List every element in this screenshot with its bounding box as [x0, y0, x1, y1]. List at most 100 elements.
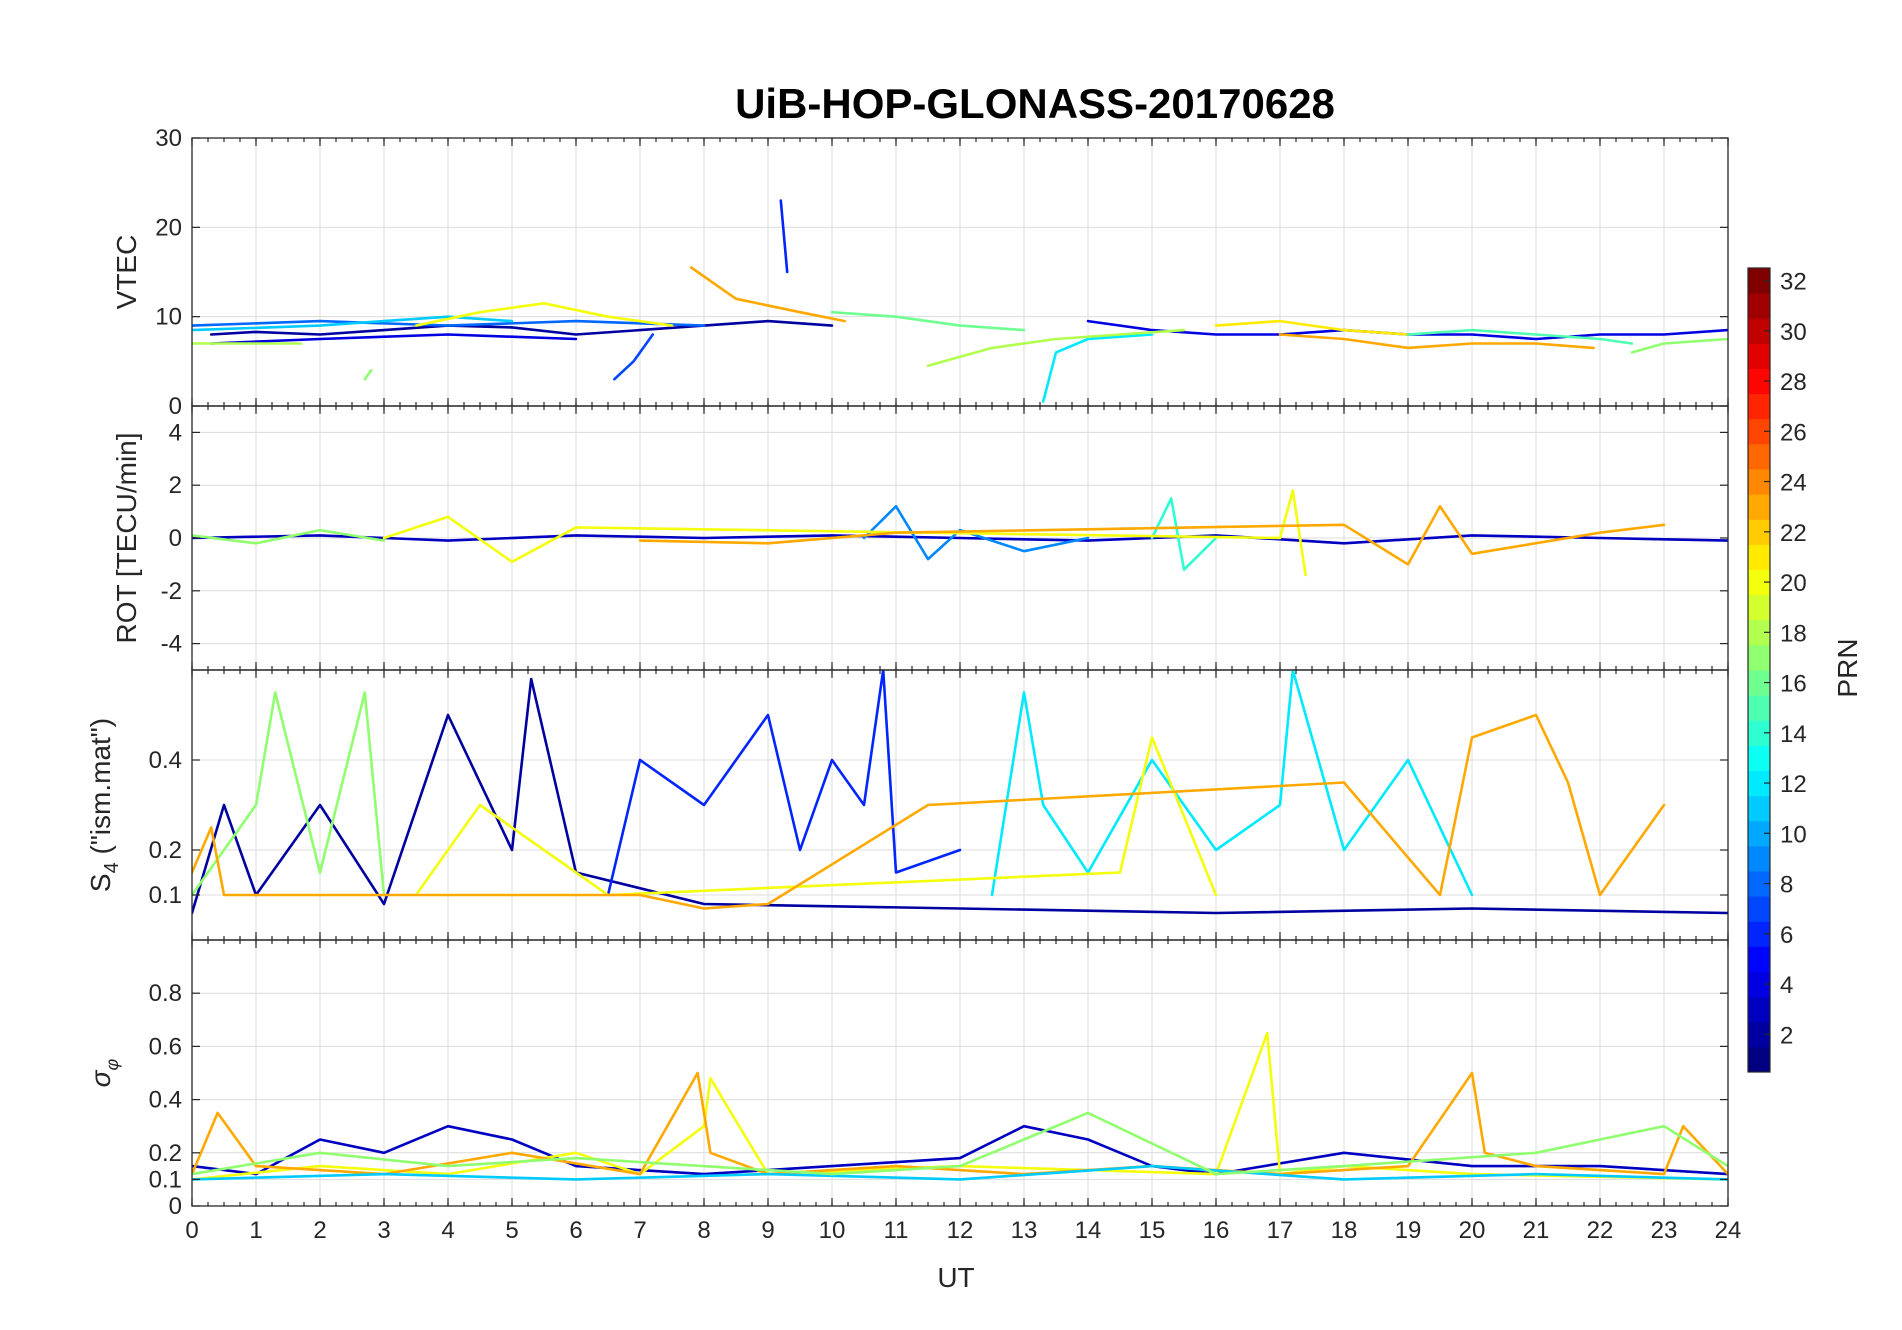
x-tick-label: 16 [1203, 1217, 1230, 1244]
figure-title: UiB-HOP-GLONASS-20170628 [735, 80, 1335, 127]
x-tick-label: 18 [1331, 1217, 1358, 1244]
y-tick-label: 10 [155, 304, 182, 331]
colorbar-segment [1748, 268, 1770, 294]
colorbar-segment [1748, 745, 1770, 771]
series-line-prn-8 [192, 319, 706, 327]
colorbar-segment [1748, 896, 1770, 922]
series-line-prn-11 [192, 315, 514, 332]
colorbar-segment [1748, 418, 1770, 445]
colorbar-segment [1748, 594, 1770, 621]
series-line-prn-17 [192, 528, 386, 545]
y-axis-label: VTEC [111, 235, 142, 310]
y-tick-label: 0.8 [149, 980, 182, 1007]
colorbar-segment [1748, 544, 1770, 570]
series-line-prn-16 [830, 310, 1026, 332]
colorbar-tick-label: 20 [1780, 570, 1807, 597]
series-line-prn-17 [192, 691, 386, 897]
series-line-prn-17 [363, 369, 373, 381]
series-line-prn-9 [862, 505, 1090, 561]
series-line-prn-2 [209, 319, 834, 336]
x-tick-label: 22 [1587, 1217, 1614, 1244]
y-tick-label: 0.1 [149, 882, 182, 909]
x-tick-label: 3 [377, 1217, 390, 1244]
colorbar-segment [1748, 1046, 1770, 1073]
traces [192, 199, 1728, 403]
colorbar-segment [1748, 720, 1770, 746]
x-tick-label: 15 [1139, 1217, 1166, 1244]
colorbar-segment [1748, 770, 1770, 797]
colorbar-segment [1748, 795, 1770, 822]
series-line-prn-15 [1406, 328, 1634, 345]
series-line-prn-23 [1278, 333, 1595, 350]
colorbar-tick-label: 26 [1780, 419, 1807, 446]
series-line-prn-11 [192, 1164, 1728, 1181]
colorbar-tick-label: 24 [1780, 470, 1807, 497]
series-line-prn-4 [209, 333, 578, 345]
y-tick-label: 0 [169, 393, 182, 420]
series-line-prn-20 [382, 489, 1307, 577]
series-line-prn-23 [638, 505, 1666, 566]
x-axis-label: UT [937, 1262, 974, 1293]
y-tick-label: 2 [169, 472, 182, 499]
x-tick-label: 17 [1267, 1217, 1294, 1244]
x-tick-label: 1 [249, 1217, 262, 1244]
colorbar-frame [1747, 267, 1771, 1073]
y-tick-label: 30 [155, 125, 182, 152]
colorbar-tick-label: 32 [1780, 269, 1807, 296]
colorbar-segment [1748, 1021, 1770, 1048]
colorbar-tick-label: 10 [1780, 821, 1807, 848]
series-line-prn-23 [689, 266, 847, 323]
colorbar-segment [1748, 318, 1770, 344]
series-line-prn-6 [779, 199, 789, 274]
colorbar-segment [1748, 343, 1770, 369]
y-axis-label: ROT [TECU/min] [111, 432, 142, 643]
colorbar-segment [1748, 670, 1770, 696]
colorbar-segment [1748, 368, 1770, 395]
colorbar-segment [1748, 996, 1770, 1023]
x-tick-label: 9 [761, 1217, 774, 1244]
x-tick-label: 10 [819, 1217, 846, 1244]
y-tick-label: 20 [155, 214, 182, 241]
colorbar-segment [1748, 644, 1770, 671]
x-tick-label: 21 [1523, 1217, 1550, 1244]
series-line-prn-21 [1214, 319, 1410, 336]
x-tick-label: 6 [569, 1217, 582, 1244]
colorbar-segment [1748, 619, 1770, 646]
x-tick-label: 12 [947, 1217, 974, 1244]
colorbar-segment [1748, 946, 1770, 972]
colorbar-segment [1748, 820, 1770, 847]
colorbar-tick-label: 14 [1780, 721, 1807, 748]
x-tick-label: 7 [633, 1217, 646, 1244]
series-line-prn-3 [192, 1124, 1728, 1176]
colorbar-tick-label: 4 [1780, 972, 1793, 999]
series-line-prn-7 [613, 333, 655, 381]
colorbar-segment [1748, 695, 1770, 721]
y-tick-label: 0.2 [149, 1140, 182, 1167]
y-axis-label: σφ [85, 1058, 122, 1087]
colorbar-tick-label: 2 [1780, 1022, 1793, 1049]
traces [192, 1031, 1728, 1181]
x-tick-label: 20 [1459, 1217, 1486, 1244]
traces [192, 670, 1728, 915]
colorbar-tick-label: 8 [1780, 872, 1793, 899]
colorbar-tick-label: 12 [1780, 771, 1807, 798]
panel-s4: 0.1 0.2 0.4 S4 ("ism.mat") [85, 669, 1729, 941]
series-line-prn-12 [990, 670, 1474, 897]
colorbar-tick-label: 16 [1780, 671, 1807, 698]
series-line-prn-6 [606, 670, 962, 897]
colorbar-tick-label: 22 [1780, 520, 1807, 547]
colorbar-tick-label: 6 [1780, 922, 1793, 949]
colorbar-segment [1748, 845, 1770, 872]
colorbar-segment [1748, 494, 1770, 520]
colorbar-label: PRN [1832, 638, 1863, 697]
series-line-prn-2 [192, 677, 1728, 915]
colorbar-tick-label: 28 [1780, 369, 1807, 396]
x-tick-label: 19 [1395, 1217, 1422, 1244]
colorbar-segment [1748, 469, 1770, 495]
series-line-prn-17 [1630, 337, 1728, 354]
panel-sigma-phi: 0 1 2 3 4 5 6 7 8 9 10 11 12 13 14 15 16 17 18 19 20 21 22 23 24… [85, 939, 1741, 1244]
x-tick-label: 11 [884, 1217, 909, 1244]
colorbar-segment [1748, 971, 1770, 998]
